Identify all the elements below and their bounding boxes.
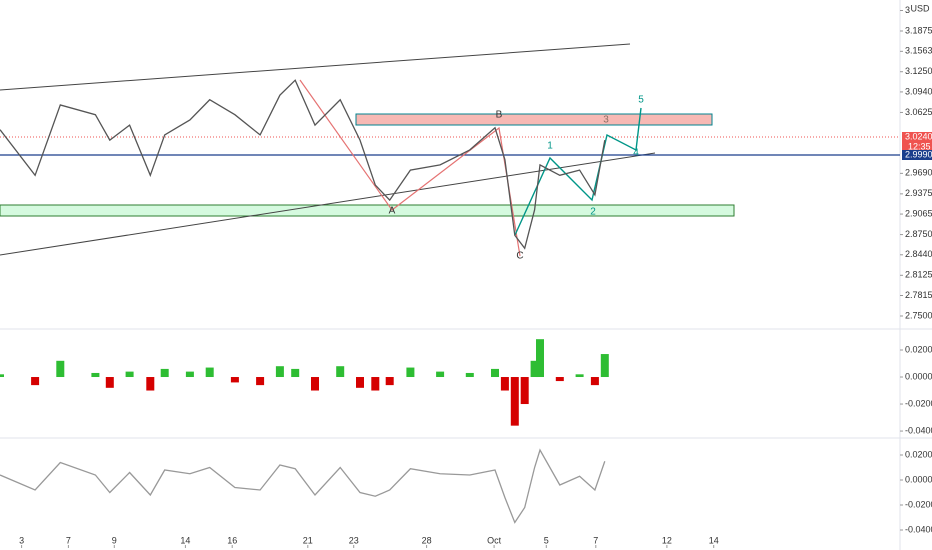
y-tick-label: 2.8750	[905, 229, 932, 239]
trend-line	[0, 152, 656, 256]
y-tick-label: 3.1875	[905, 25, 932, 35]
y-tick-label: 2.7815	[905, 290, 932, 300]
countdown-badge	[902, 142, 932, 151]
y-tick-label: -0.0200	[905, 398, 932, 408]
y-tick-label: 2.8440	[905, 249, 932, 259]
y-tick-label: 2.9065	[905, 208, 932, 218]
histogram-bar	[146, 377, 155, 391]
wave-label: 2	[590, 207, 596, 218]
histogram-bar	[465, 372, 474, 378]
x-tick-label: 9	[112, 535, 117, 545]
y-tick-label: -0.0200	[905, 499, 932, 509]
histogram-bar	[336, 366, 345, 378]
y-tick-label: 2.9375	[905, 188, 932, 198]
y-tick-label: 0.0000	[905, 371, 932, 381]
currency-label: USD	[910, 3, 930, 13]
y-tick-label: 2.7500	[905, 310, 932, 320]
resistance-zone	[355, 113, 713, 126]
x-tick-label: 16	[227, 535, 237, 545]
line-price: 2.9990	[905, 149, 932, 159]
histogram-bar	[600, 354, 609, 378]
histogram-bar	[185, 371, 194, 378]
price-line-series	[0, 79, 606, 250]
x-tick-label: 3	[19, 535, 24, 545]
histogram-bar	[311, 377, 319, 391]
y-tick-label: 3.0940	[905, 86, 932, 96]
histogram-bar	[406, 367, 415, 378]
histogram-bar	[356, 377, 364, 388]
x-tick-label: 14	[180, 535, 190, 545]
support-zone	[0, 204, 735, 217]
countdown: 12:35	[908, 141, 931, 151]
price-line-series	[0, 448, 606, 524]
x-tick-label: 7	[66, 535, 71, 545]
y-tick-label: 0.0200	[905, 344, 932, 354]
histogram-bar	[436, 371, 445, 378]
histogram-bar	[536, 339, 544, 378]
x-tick-label: 28	[422, 535, 432, 545]
wave-label: 3	[603, 115, 609, 126]
histogram-bar	[91, 372, 100, 378]
histogram-bar	[575, 374, 584, 378]
y-tick-label: 3	[905, 5, 910, 15]
histogram-bar	[56, 360, 65, 378]
x-tick-label: 21	[303, 535, 313, 545]
histogram-bar	[256, 377, 265, 386]
histogram-bar	[500, 377, 509, 391]
histogram-bar	[491, 368, 499, 378]
wave-label: C	[516, 251, 523, 262]
histogram-bar	[520, 377, 529, 405]
last-price: 3.0240	[905, 131, 932, 141]
histogram-bar	[371, 377, 380, 391]
histogram-bar	[160, 368, 169, 378]
y-tick-label: 0.0200	[905, 449, 932, 459]
line-price-badge	[902, 150, 932, 160]
histogram-bar	[230, 377, 239, 383]
y-tick-label: 3.1563	[905, 46, 932, 56]
x-tick-label: Oct	[487, 535, 502, 545]
histogram-bar	[291, 368, 300, 378]
y-tick-label: 2.8125	[905, 270, 932, 280]
wave-label: B	[496, 110, 503, 121]
y-tick-label: 2.9690	[905, 168, 932, 178]
y-tick-label: 3.0625	[905, 107, 932, 117]
x-tick-label: 14	[709, 535, 719, 545]
wave-label: 4	[633, 148, 639, 159]
histogram-bar	[105, 377, 114, 388]
histogram-bar	[385, 377, 394, 386]
y-tick-label: 3.1250	[905, 66, 932, 76]
wave-label: 5	[638, 95, 644, 106]
last-price-badge	[902, 132, 932, 142]
trend-line	[0, 43, 631, 91]
x-tick-label: 7	[593, 535, 598, 545]
histogram-bar	[275, 366, 284, 378]
histogram-bar	[590, 377, 599, 386]
histogram-bar	[510, 377, 519, 426]
histogram-bar	[530, 360, 539, 378]
histogram-bar	[205, 367, 214, 378]
wave-label: A	[389, 206, 396, 217]
wave-label: 1	[547, 141, 553, 152]
histogram-bar	[31, 377, 40, 386]
x-tick-label: 12	[662, 535, 672, 545]
y-tick-label: 0.0000	[905, 474, 932, 484]
histogram-bar	[0, 374, 4, 378]
histogram-bar	[555, 377, 564, 382]
histogram-bar	[125, 371, 134, 378]
x-tick-label: 23	[349, 535, 359, 545]
x-tick-label: 5	[544, 535, 549, 545]
